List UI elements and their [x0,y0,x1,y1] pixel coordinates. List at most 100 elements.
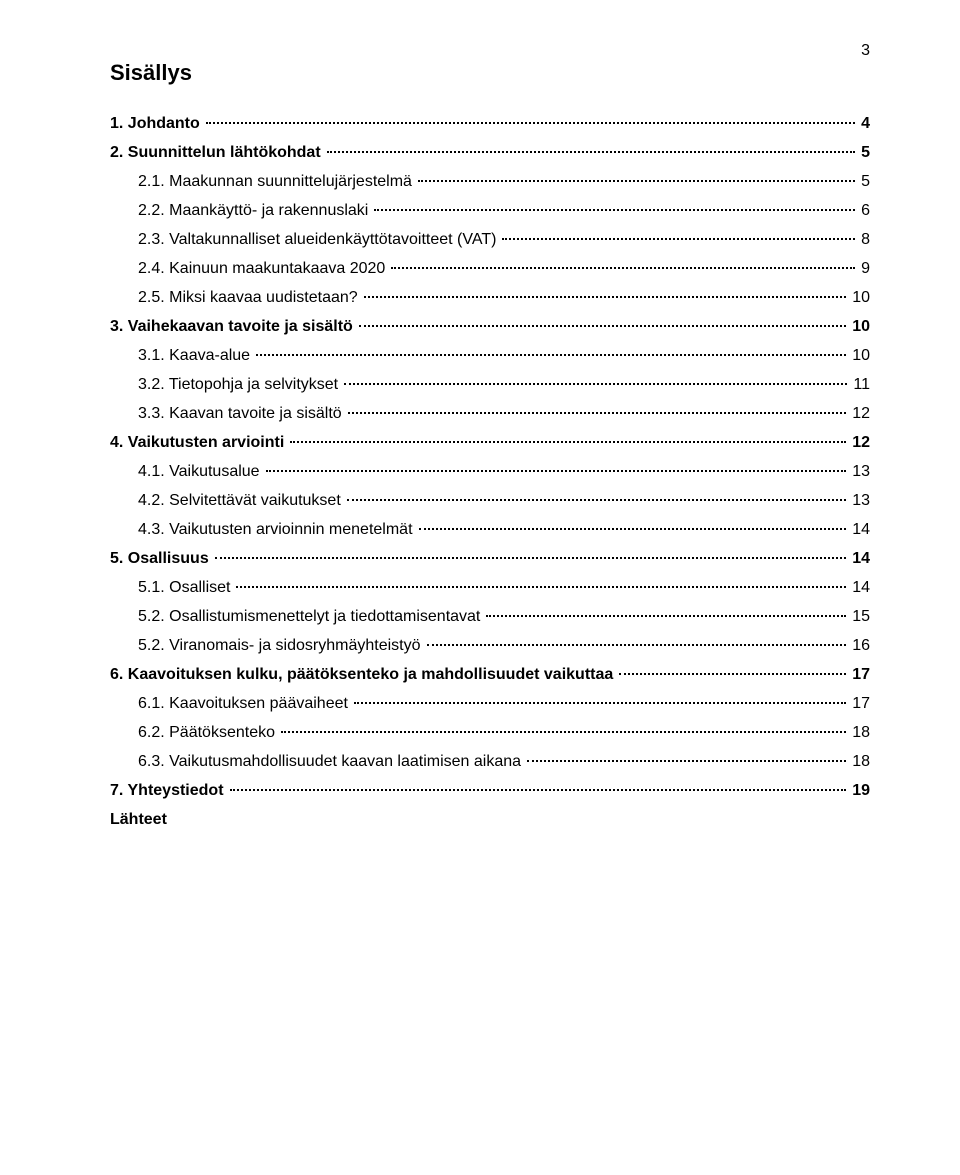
toc-entry: 2.1. Maakunnan suunnittelujärjestelmä 5 [138,174,870,190]
toc-entry-label: 3.1. Kaava-alue [138,348,254,364]
toc-entry: 4. Vaikutusten arviointi 12 [110,435,870,451]
toc-entry: 5. Osallisuus 14 [110,551,870,567]
toc-entry-label: 6. Kaavoituksen kulku, päätöksenteko ja … [110,667,617,683]
toc-entry-label: Lähteet [110,812,171,828]
toc-entry: 5.2. Osallistumismenettelyt ja tiedottam… [138,609,870,625]
toc-entry-page: 10 [848,319,870,335]
toc-entry-label: 2. Suunnittelun lähtökohdat [110,145,325,161]
toc-entry-label: 2.2. Maankäyttö- ja rakennuslaki [138,203,372,219]
toc-dot-leader [486,615,846,617]
toc-dot-leader [290,441,846,443]
toc-entry-page: 18 [848,754,870,770]
toc-entry-label: 5.2. Viranomais- ja sidosryhmäyhteistyö [138,638,425,654]
toc-dot-leader [348,412,847,414]
toc-entry-page: 17 [848,696,870,712]
toc-entry-page: 18 [848,725,870,741]
toc-dot-leader [347,499,846,501]
toc-entry-page: 8 [857,232,870,248]
toc-entry: 4.3. Vaikutusten arvioinnin menetelmät 14 [138,522,870,538]
toc-entry-label: 2.3. Valtakunnalliset alueidenkäyttötavo… [138,232,500,248]
toc-entry: 3. Vaihekaavan tavoite ja sisältö 10 [110,319,870,335]
toc-dot-leader [418,180,855,182]
toc-entry: 5.1. Osalliset 14 [138,580,870,596]
toc-entry: 2.4. Kainuun maakuntakaava 2020 9 [138,261,870,277]
toc-dot-leader [327,151,855,153]
toc-entry-label: 5.1. Osalliset [138,580,234,596]
toc-entry: 7. Yhteystiedot 19 [110,783,870,799]
toc-entry-label: 4.3. Vaikutusten arvioinnin menetelmät [138,522,417,538]
page-number: 3 [861,42,870,60]
toc-entry-page: 14 [848,522,870,538]
toc-dot-leader [215,557,846,559]
toc-entry-label: 6.2. Päätöksenteko [138,725,279,741]
toc-entry-label: 4.1. Vaikutusalue [138,464,264,480]
toc-entry-page: 10 [848,348,870,364]
toc-dot-leader [236,586,846,588]
toc-entry: Lähteet [110,812,870,828]
toc-entry: 6.3. Vaikutusmahdollisuudet kaavan laati… [138,754,870,770]
toc-entry-label: 4. Vaikutusten arviointi [110,435,288,451]
toc-entry-page: 16 [848,638,870,654]
toc-dot-leader [281,731,846,733]
toc-list: 1. Johdanto 4 2. Suunnittelun lähtökohdat 5… [110,116,870,828]
toc-entry-page: 19 [848,783,870,799]
toc-title: Sisällys [110,60,870,86]
toc-entry-label: 3.2. Tietopohja ja selvitykset [138,377,342,393]
toc-entry: 2.5. Miksi kaavaa uudistetaan? 10 [138,290,870,306]
toc-dot-leader [344,383,847,385]
toc-entry: 3.1. Kaava-alue 10 [138,348,870,364]
toc-entry-label: 3. Vaihekaavan tavoite ja sisältö [110,319,357,335]
toc-entry-page: 4 [857,116,870,132]
toc-entry-page: 14 [848,580,870,596]
document-page: 3 Sisällys 1. Johdanto 4 2. Suunnittelun l… [0,0,960,1175]
toc-entry-page: 14 [848,551,870,567]
toc-entry: 3.3. Kaavan tavoite ja sisältö 12 [138,406,870,422]
toc-entry: 2.2. Maankäyttö- ja rakennuslaki 6 [138,203,870,219]
toc-entry-label: 2.1. Maakunnan suunnittelujärjestelmä [138,174,416,190]
toc-entry: 4.1. Vaikutusalue 13 [138,464,870,480]
toc-entry: 2.3. Valtakunnalliset alueidenkäyttötavo… [138,232,870,248]
toc-dot-leader [502,238,855,240]
toc-entry: 2. Suunnittelun lähtökohdat 5 [110,145,870,161]
toc-entry: 3.2. Tietopohja ja selvitykset 11 [138,377,870,393]
toc-dot-leader [206,122,855,124]
toc-entry-label: 1. Johdanto [110,116,204,132]
toc-entry-page: 10 [848,290,870,306]
toc-entry-page: 5 [857,145,870,161]
toc-entry-label: 6.3. Vaikutusmahdollisuudet kaavan laati… [138,754,525,770]
toc-dot-leader [619,673,846,675]
toc-dot-leader [266,470,847,472]
toc-entry-label: 5. Osallisuus [110,551,213,567]
toc-dot-leader [419,528,847,530]
toc-entry-label: 2.5. Miksi kaavaa uudistetaan? [138,290,362,306]
toc-dot-leader [391,267,855,269]
toc-dot-leader [527,760,846,762]
toc-entry: 6. Kaavoituksen kulku, päätöksenteko ja … [110,667,870,683]
toc-entry-label: 7. Yhteystiedot [110,783,228,799]
toc-entry-label: 5.2. Osallistumismenettelyt ja tiedottam… [138,609,484,625]
toc-entry-page: 6 [857,203,870,219]
toc-entry: 6.1. Kaavoituksen päävaiheet 17 [138,696,870,712]
toc-dot-leader [374,209,855,211]
toc-entry-page: 17 [848,667,870,683]
toc-entry: 6.2. Päätöksenteko 18 [138,725,870,741]
toc-dot-leader [427,644,847,646]
toc-entry-page: 12 [848,435,870,451]
toc-entry-label: 6.1. Kaavoituksen päävaiheet [138,696,352,712]
toc-entry-label: 3.3. Kaavan tavoite ja sisältö [138,406,346,422]
toc-entry-page: 15 [848,609,870,625]
toc-entry: 4.2. Selvitettävät vaikutukset13 [138,493,870,509]
toc-entry-page: 11 [849,377,870,393]
toc-entry-page: 12 [848,406,870,422]
toc-entry-page: 9 [857,261,870,277]
toc-dot-leader [359,325,846,327]
toc-dot-leader [354,702,846,704]
toc-entry-page: 5 [857,174,870,190]
toc-dot-leader [256,354,846,356]
toc-entry-label: 2.4. Kainuun maakuntakaava 2020 [138,261,389,277]
toc-entry-page: 13 [848,464,870,480]
toc-entry-page: 13 [848,493,870,509]
toc-dot-leader [230,789,847,791]
toc-dot-leader [364,296,847,298]
toc-entry: 5.2. Viranomais- ja sidosryhmäyhteistyö 1… [138,638,870,654]
